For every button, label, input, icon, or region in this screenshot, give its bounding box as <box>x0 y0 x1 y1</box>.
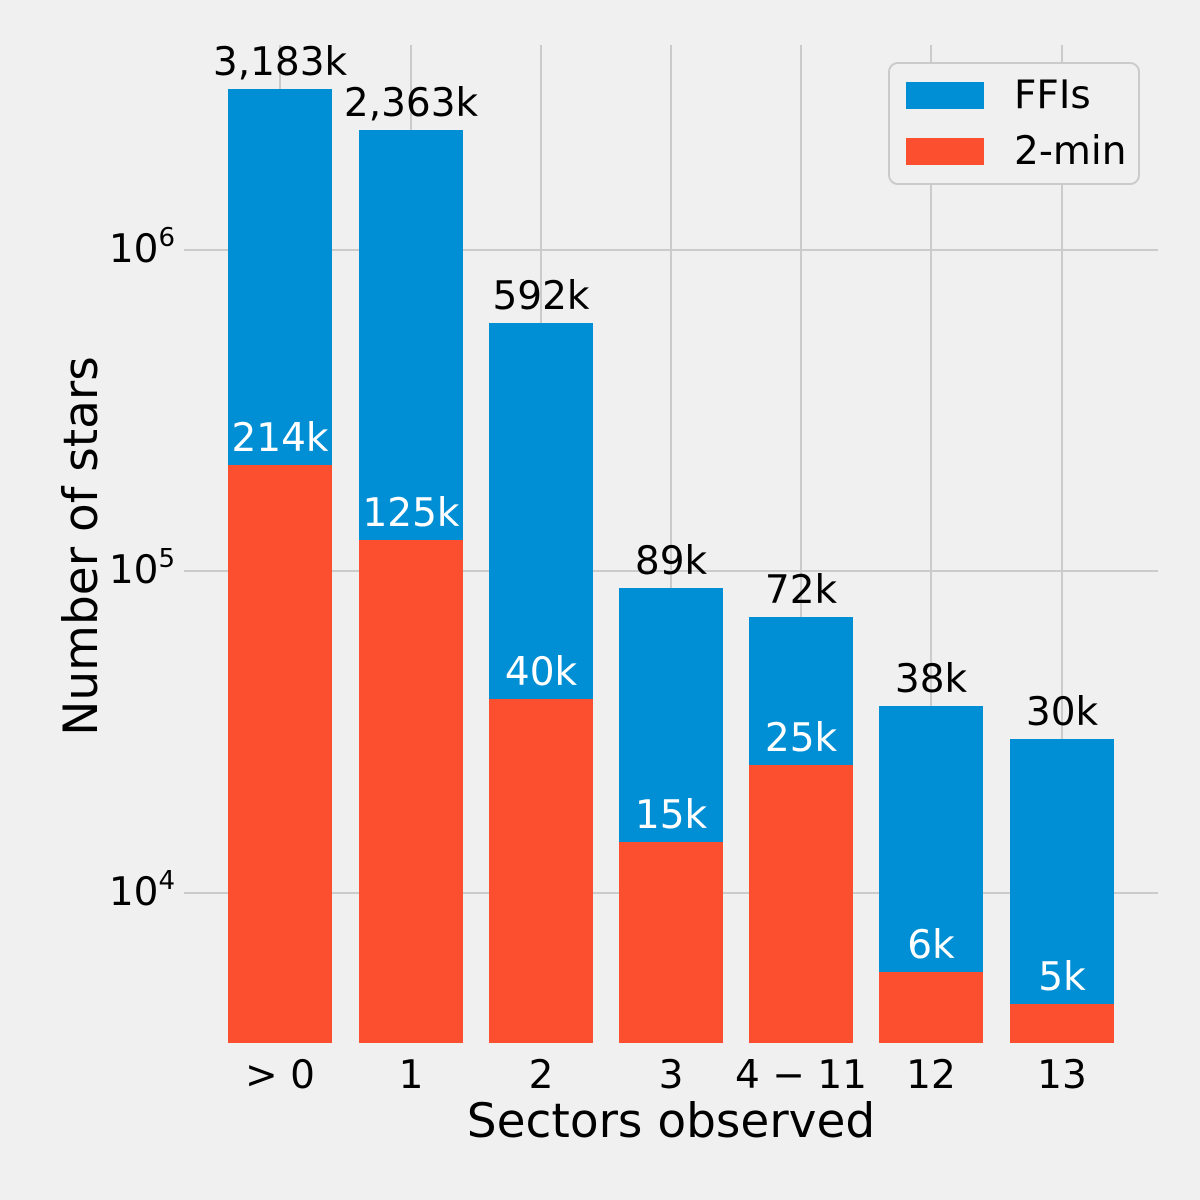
bar-value-label: 6k <box>907 923 955 968</box>
bar-value-label: 592k <box>492 274 590 319</box>
x-tick-label: 2 <box>528 1053 554 1098</box>
x-tick-label: 13 <box>1037 1053 1087 1098</box>
x-tick-label: 12 <box>906 1053 956 1098</box>
bar-value-label: 15k <box>634 793 708 838</box>
ffis-swatch-icon <box>906 82 984 109</box>
v-gridline <box>800 45 803 1043</box>
bar-2min-4 <box>749 765 853 1043</box>
bar-ffis-6 <box>1010 739 1114 1043</box>
v-gridline <box>930 45 933 1043</box>
bar-value-label: 125k <box>362 491 460 536</box>
legend: FFIs 2-min <box>888 62 1140 185</box>
legend-label-2min: 2-min <box>1014 128 1127 174</box>
bar-2min-3 <box>619 842 723 1043</box>
x-tick-label: 3 <box>658 1053 684 1098</box>
y-tick-label: 106 <box>108 223 175 272</box>
legend-label-ffis: FFIs <box>1014 72 1091 118</box>
bar-value-label: 3,183k <box>212 40 348 85</box>
v-gridline <box>1060 45 1063 1043</box>
two-min-swatch-icon <box>906 138 984 165</box>
legend-row-ffis: FFIs <box>906 72 1138 118</box>
y-tick-label: 104 <box>108 866 175 915</box>
x-tick-label: > 0 <box>245 1053 315 1098</box>
bar-2min-5 <box>879 972 983 1043</box>
bar-value-label: 40k <box>504 650 578 695</box>
legend-row-2min: 2-min <box>906 128 1138 174</box>
x-tick-label: 1 <box>398 1053 424 1098</box>
bar-value-label: 38k <box>894 657 968 702</box>
bar-2min-0 <box>228 465 332 1043</box>
bar-2min-6 <box>1010 1004 1114 1043</box>
bar-2min-1 <box>359 540 463 1043</box>
y-axis-label: Number of stars <box>54 356 109 736</box>
bar-2min-2 <box>489 699 593 1043</box>
x-axis-label: Sectors observed <box>466 1094 876 1149</box>
v-gridline <box>670 45 672 1043</box>
y-tick-label: 105 <box>108 544 175 593</box>
bar-value-label: 5k <box>1038 955 1086 1000</box>
x-tick-label: 4 − 11 <box>735 1053 867 1098</box>
bar-value-label: 30k <box>1025 690 1099 735</box>
bar-value-label: 214k <box>231 416 329 461</box>
bar-value-label: 72k <box>764 568 838 613</box>
bar-value-label: 25k <box>764 716 838 761</box>
bar-value-label: 2,363k <box>343 81 479 126</box>
bar-value-label: 89k <box>634 539 708 584</box>
